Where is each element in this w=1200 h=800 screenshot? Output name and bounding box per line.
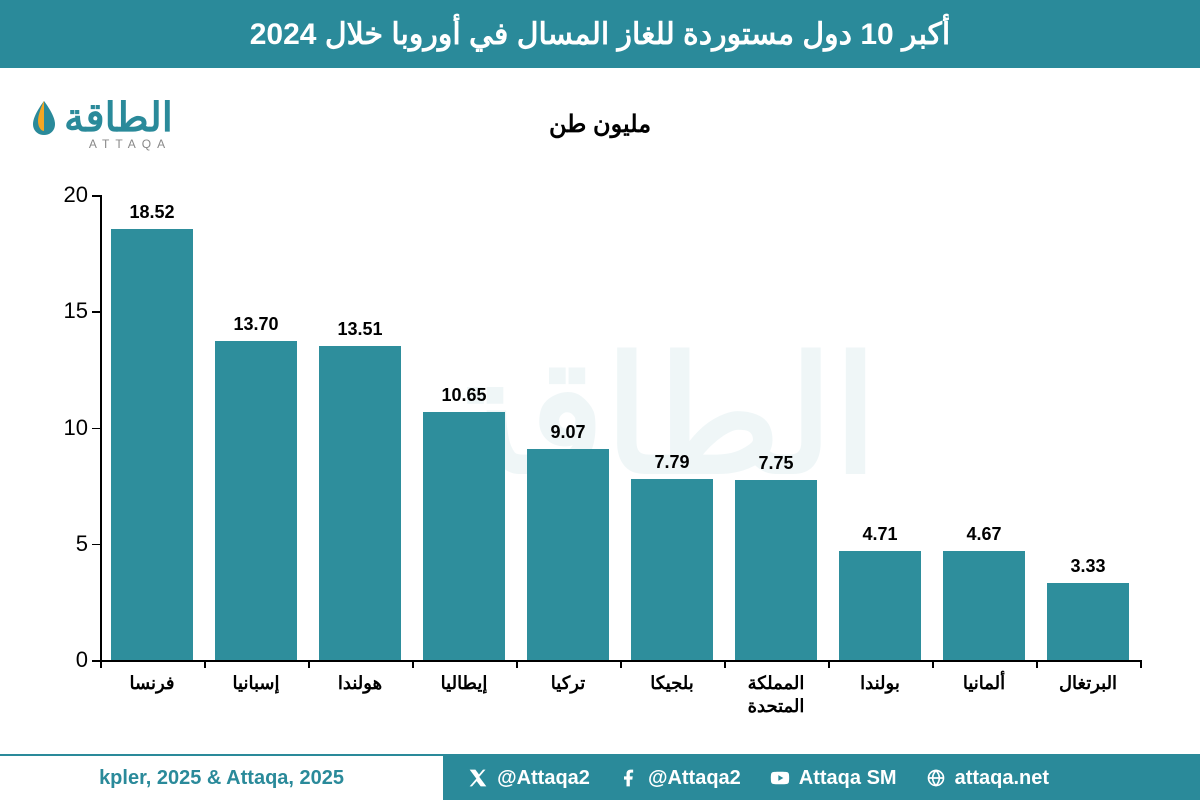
social-link[interactable]: @Attaqa2: [467, 767, 590, 790]
bar: 4.71: [839, 551, 920, 661]
x-category-label: البرتغال: [1059, 672, 1117, 695]
x-tick: [620, 660, 622, 668]
x-tick: [724, 660, 726, 668]
bar-value-label: 13.51: [337, 319, 382, 340]
social-handle: attaqa.net: [955, 767, 1049, 790]
x-tick: [516, 660, 518, 668]
bar: 7.75: [735, 480, 816, 660]
x-tick: [204, 660, 206, 668]
plot-area: 0510152018.52فرنسا13.70إسبانيا13.51هولند…: [100, 195, 1140, 660]
x-category-label: المملكةالمتحدة: [748, 672, 805, 719]
bar-value-label: 3.33: [1070, 556, 1105, 577]
bar: 18.52: [111, 229, 192, 660]
x-tick: [308, 660, 310, 668]
logo-subtext: ATTAQA: [30, 137, 230, 151]
bar: 10.65: [423, 412, 504, 660]
social-link[interactable]: @Attaqa2: [618, 767, 741, 790]
bar: 4.67: [943, 551, 1024, 660]
logo-main-row: الطاقة: [30, 95, 230, 141]
logo-drop-icon: [30, 99, 58, 137]
x-tick: [100, 660, 102, 668]
x-category-label: هولندا: [338, 672, 382, 695]
bar: 3.33: [1047, 583, 1128, 660]
footer-bar: @Attaqa2 @Attaqa2 Attaqa SM attaqa.net kple…: [0, 754, 1200, 800]
bar-value-label: 7.75: [758, 453, 793, 474]
bar: 9.07: [527, 449, 608, 660]
chart-title-bar: أكبر 10 دول مستوردة للغاز المسال في أورو…: [0, 0, 1200, 68]
x-category-label: ألمانيا: [963, 672, 1005, 695]
x-tick: [412, 660, 414, 668]
social-link[interactable]: attaqa.net: [925, 767, 1049, 790]
chart-title: أكبر 10 دول مستوردة للغاز المسال في أورو…: [250, 17, 951, 52]
social-link[interactable]: Attaqa SM: [769, 767, 897, 790]
x-category-label: بولندا: [860, 672, 900, 695]
x-category-label: فرنسا: [129, 672, 174, 695]
bar-value-label: 18.52: [129, 202, 174, 223]
web-icon: [925, 767, 947, 789]
social-handle: @Attaqa2: [648, 767, 741, 790]
footer-source: kpler, 2025 & Attaqa, 2025: [0, 756, 443, 800]
bar: 13.70: [215, 341, 296, 660]
bar: 7.79: [631, 479, 712, 660]
x-category-label: إسبانيا: [233, 672, 280, 695]
bar: 13.51: [319, 346, 400, 660]
source-text: kpler, 2025 & Attaqa, 2025: [99, 767, 344, 790]
subtitle-text: مليون طن: [549, 111, 651, 138]
bar-value-label: 4.71: [862, 524, 897, 545]
y-tick-label: 20: [64, 182, 100, 208]
x-tick: [828, 660, 830, 668]
youtube-icon: [769, 767, 791, 789]
y-axis: [100, 195, 102, 660]
y-tick-label: 10: [64, 415, 100, 441]
x-icon: [467, 767, 489, 789]
brand-logo: الطاقة ATTAQA: [30, 95, 230, 151]
x-tick: [932, 660, 934, 668]
x-category-label: تركيا: [551, 672, 585, 695]
bar-value-label: 7.79: [654, 452, 689, 473]
y-tick-label: 0: [76, 647, 100, 673]
bar-value-label: 13.70: [233, 314, 278, 335]
bar-value-label: 9.07: [550, 422, 585, 443]
y-tick-label: 5: [76, 531, 100, 557]
footer-social: @Attaqa2 @Attaqa2 Attaqa SM attaqa.net: [443, 756, 1200, 800]
facebook-icon: [618, 767, 640, 789]
social-handle: @Attaqa2: [497, 767, 590, 790]
x-tick: [1036, 660, 1038, 668]
bar-chart: 0510152018.52فرنسا13.70إسبانيا13.51هولند…: [100, 195, 1140, 660]
x-tick: [1140, 660, 1142, 668]
logo-text: الطاقة: [64, 95, 173, 141]
y-tick-label: 15: [64, 298, 100, 324]
x-category-label: بلجيكا: [650, 672, 693, 695]
bar-value-label: 10.65: [441, 385, 486, 406]
x-category-label: إيطاليا: [441, 672, 488, 695]
bar-value-label: 4.67: [966, 524, 1001, 545]
social-handle: Attaqa SM: [799, 767, 897, 790]
